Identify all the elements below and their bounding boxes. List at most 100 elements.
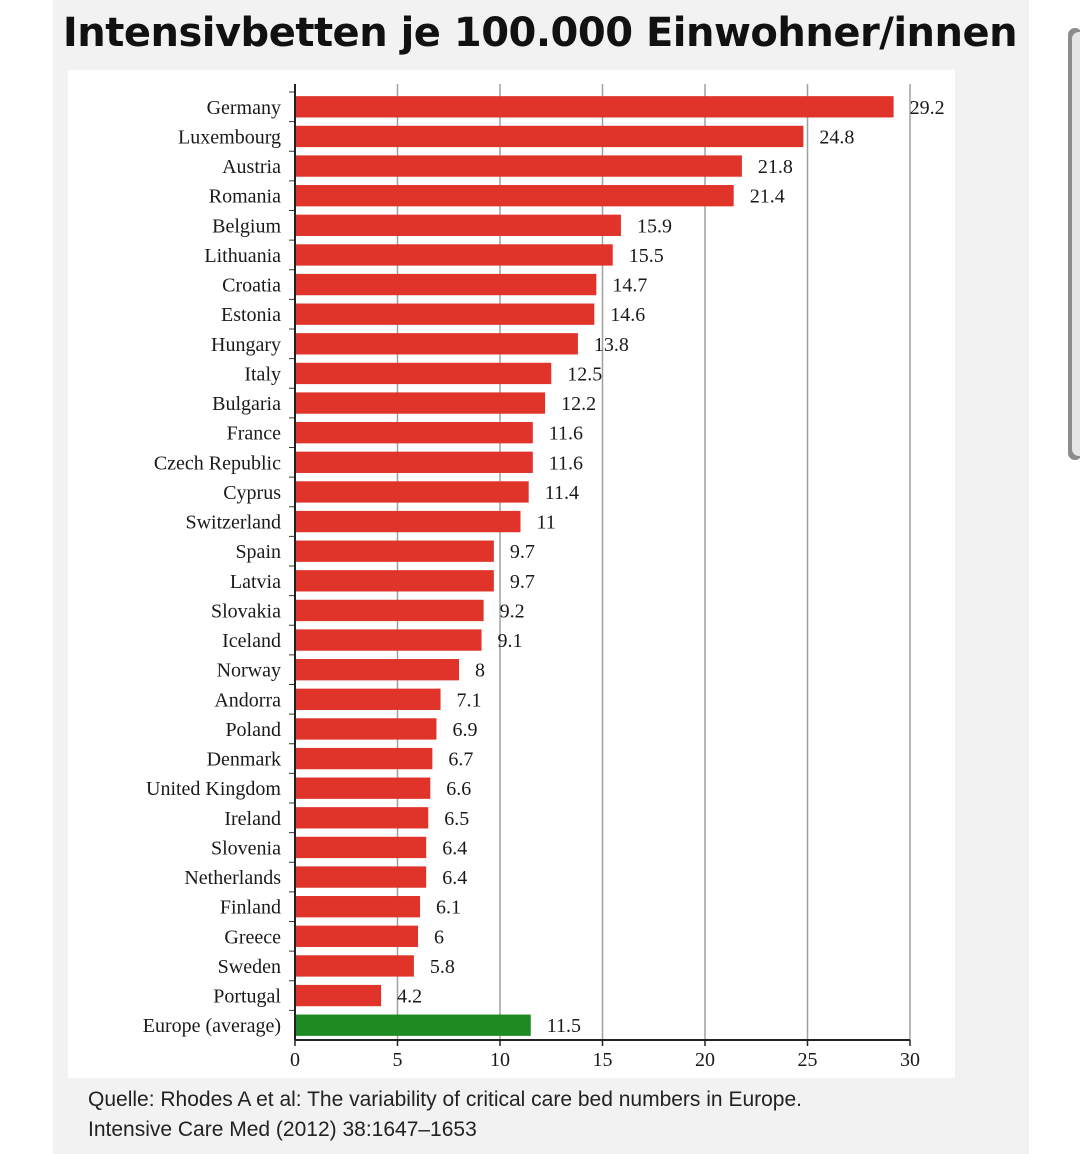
category-label: Luxembourg bbox=[178, 126, 281, 148]
category-label: Portugal bbox=[213, 986, 281, 1008]
value-label: 11.5 bbox=[547, 1015, 581, 1037]
category-label: Lithuania bbox=[204, 245, 281, 267]
value-label: 6.6 bbox=[446, 778, 471, 800]
category-label: United Kingdom bbox=[146, 778, 281, 800]
category-label: Bulgaria bbox=[212, 393, 281, 415]
x-tick-label: 5 bbox=[393, 1049, 403, 1071]
bar bbox=[295, 333, 578, 355]
bar bbox=[295, 392, 546, 414]
category-label: Estonia bbox=[221, 304, 281, 326]
value-label: 7.1 bbox=[457, 689, 482, 711]
bar-chart: Germany 29.2 Luxembourg 24.8 Austria 21.8 Roma… bbox=[143, 84, 945, 1071]
x-tick-label: 30 bbox=[900, 1049, 920, 1071]
value-label: 6.7 bbox=[448, 749, 473, 771]
bar bbox=[295, 718, 437, 740]
bar bbox=[295, 540, 494, 562]
bar bbox=[295, 955, 414, 977]
value-label: 29.2 bbox=[910, 97, 945, 119]
bar bbox=[295, 599, 484, 622]
value-label: 14.6 bbox=[610, 304, 645, 326]
bar bbox=[295, 214, 621, 236]
category-label: Ireland bbox=[224, 808, 281, 830]
category-label: Denmark bbox=[207, 749, 281, 771]
category-label: Spain bbox=[235, 541, 281, 563]
x-tick-label: 15 bbox=[593, 1049, 613, 1071]
category-label: Andorra bbox=[214, 689, 281, 711]
bar bbox=[295, 836, 427, 859]
source-line-1: Quelle: Rhodes A et al: The variability … bbox=[88, 1088, 802, 1111]
category-label: Cyprus bbox=[223, 482, 281, 504]
value-label: 14.7 bbox=[612, 275, 647, 297]
x-tick-label: 25 bbox=[798, 1049, 818, 1071]
value-label: 6.4 bbox=[442, 837, 467, 859]
value-label: 6.5 bbox=[444, 808, 469, 830]
category-label: Netherlands bbox=[184, 867, 281, 889]
bar bbox=[295, 659, 459, 681]
value-label: 21.8 bbox=[758, 156, 793, 178]
chart-panel: Germany 29.2 Luxembourg 24.8 Austria 21.8 Roma… bbox=[68, 70, 955, 1078]
bar bbox=[295, 896, 421, 918]
value-label: 5.8 bbox=[430, 956, 455, 978]
category-label: Greece bbox=[224, 926, 281, 948]
value-label: 21.4 bbox=[750, 186, 785, 208]
x-tick-label: 20 bbox=[695, 1049, 715, 1071]
bar bbox=[295, 807, 429, 829]
bar bbox=[295, 244, 613, 266]
category-label: Croatia bbox=[222, 275, 281, 297]
bar bbox=[295, 984, 382, 1007]
category-label: Hungary bbox=[211, 334, 281, 356]
bar bbox=[295, 451, 533, 473]
value-label: 6.4 bbox=[442, 867, 467, 889]
value-label: 6.1 bbox=[436, 897, 461, 919]
bar bbox=[295, 510, 521, 533]
value-label: 24.8 bbox=[819, 126, 854, 148]
value-label: 4.2 bbox=[397, 986, 422, 1008]
bar bbox=[295, 688, 441, 710]
category-label: Finland bbox=[220, 897, 281, 919]
scrollbar[interactable] bbox=[1068, 28, 1080, 460]
category-label: Latvia bbox=[230, 571, 281, 593]
category-label: Poland bbox=[225, 719, 281, 741]
value-label: 9.7 bbox=[510, 541, 535, 563]
value-label: 9.1 bbox=[498, 630, 523, 652]
value-label: 8 bbox=[475, 660, 485, 682]
bar bbox=[295, 303, 595, 325]
value-label: 6.9 bbox=[452, 719, 477, 741]
category-label: Slovakia bbox=[211, 600, 281, 622]
value-label: 15.5 bbox=[629, 245, 664, 267]
category-label: Austria bbox=[222, 156, 281, 178]
category-label: Europe (average) bbox=[143, 1015, 281, 1037]
bar bbox=[295, 273, 597, 296]
bar bbox=[295, 866, 427, 888]
bar bbox=[295, 629, 482, 651]
value-label: 11.6 bbox=[549, 423, 583, 445]
category-label: Norway bbox=[217, 660, 281, 682]
value-label: 13.8 bbox=[594, 334, 629, 356]
category-label: Czech Republic bbox=[154, 452, 281, 474]
category-label: Sweden bbox=[218, 956, 281, 978]
bar bbox=[295, 125, 804, 148]
category-label: France bbox=[227, 423, 282, 445]
x-tick-label: 0 bbox=[290, 1049, 300, 1071]
bar bbox=[295, 925, 418, 947]
value-label: 6 bbox=[434, 926, 444, 948]
category-label: Romania bbox=[209, 186, 281, 208]
value-label: 9.2 bbox=[500, 600, 525, 622]
x-tick-label: 10 bbox=[490, 1049, 510, 1071]
bar bbox=[295, 185, 734, 207]
category-label: Iceland bbox=[222, 630, 281, 652]
category-label: Switzerland bbox=[185, 512, 281, 534]
bar bbox=[295, 481, 529, 503]
value-label: 11.4 bbox=[545, 482, 579, 504]
source-line-2: Intensive Care Med (2012) 38:1647–1653 bbox=[88, 1118, 477, 1141]
bar bbox=[295, 570, 494, 592]
category-label: Germany bbox=[207, 97, 281, 119]
value-label: 11.6 bbox=[549, 452, 583, 474]
category-label: Belgium bbox=[212, 215, 281, 237]
bar bbox=[295, 422, 533, 444]
category-label: Slovenia bbox=[211, 837, 281, 859]
bar bbox=[295, 96, 894, 118]
category-label: Italy bbox=[244, 363, 281, 385]
average-bar bbox=[295, 1014, 531, 1036]
source-citation: Quelle: Rhodes A et al: The variability … bbox=[88, 1085, 988, 1145]
